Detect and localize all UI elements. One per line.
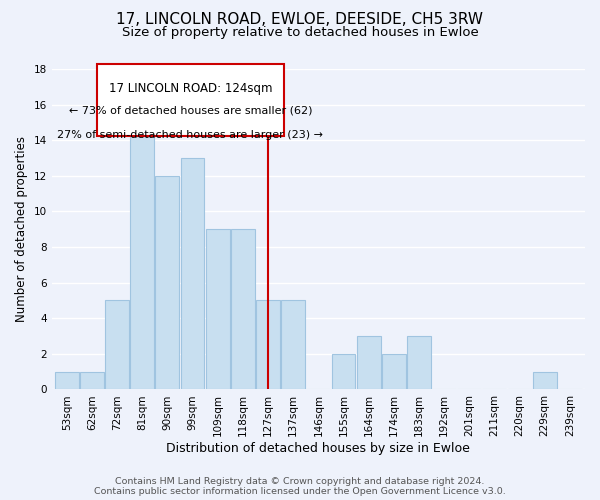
Bar [105,300,129,390]
Text: 27% of semi-detached houses are larger (23) →: 27% of semi-detached houses are larger (… [58,130,323,140]
Bar [332,354,355,390]
Bar [407,336,431,390]
Text: Size of property relative to detached houses in Ewloe: Size of property relative to detached ho… [122,26,478,39]
Text: ← 73% of detached houses are smaller (62): ← 73% of detached houses are smaller (62… [68,106,312,116]
Text: Contains HM Land Registry data © Crown copyright and database right 2024.: Contains HM Land Registry data © Crown c… [115,476,485,486]
Bar [533,372,557,390]
Bar [281,300,305,390]
Bar [356,336,380,390]
Bar [155,176,179,390]
Bar [231,229,255,390]
Text: 17 LINCOLN ROAD: 124sqm: 17 LINCOLN ROAD: 124sqm [109,82,272,95]
Bar [206,229,230,390]
Bar [80,372,104,390]
Text: Contains public sector information licensed under the Open Government Licence v3: Contains public sector information licen… [94,486,506,496]
Bar [382,354,406,390]
Text: 17, LINCOLN ROAD, EWLOE, DEESIDE, CH5 3RW: 17, LINCOLN ROAD, EWLOE, DEESIDE, CH5 3R… [116,12,484,28]
Bar [130,122,154,390]
Bar [55,372,79,390]
Bar [97,64,284,136]
Bar [181,158,205,390]
Bar [256,300,280,390]
Y-axis label: Number of detached properties: Number of detached properties [15,136,28,322]
X-axis label: Distribution of detached houses by size in Ewloe: Distribution of detached houses by size … [166,442,470,455]
